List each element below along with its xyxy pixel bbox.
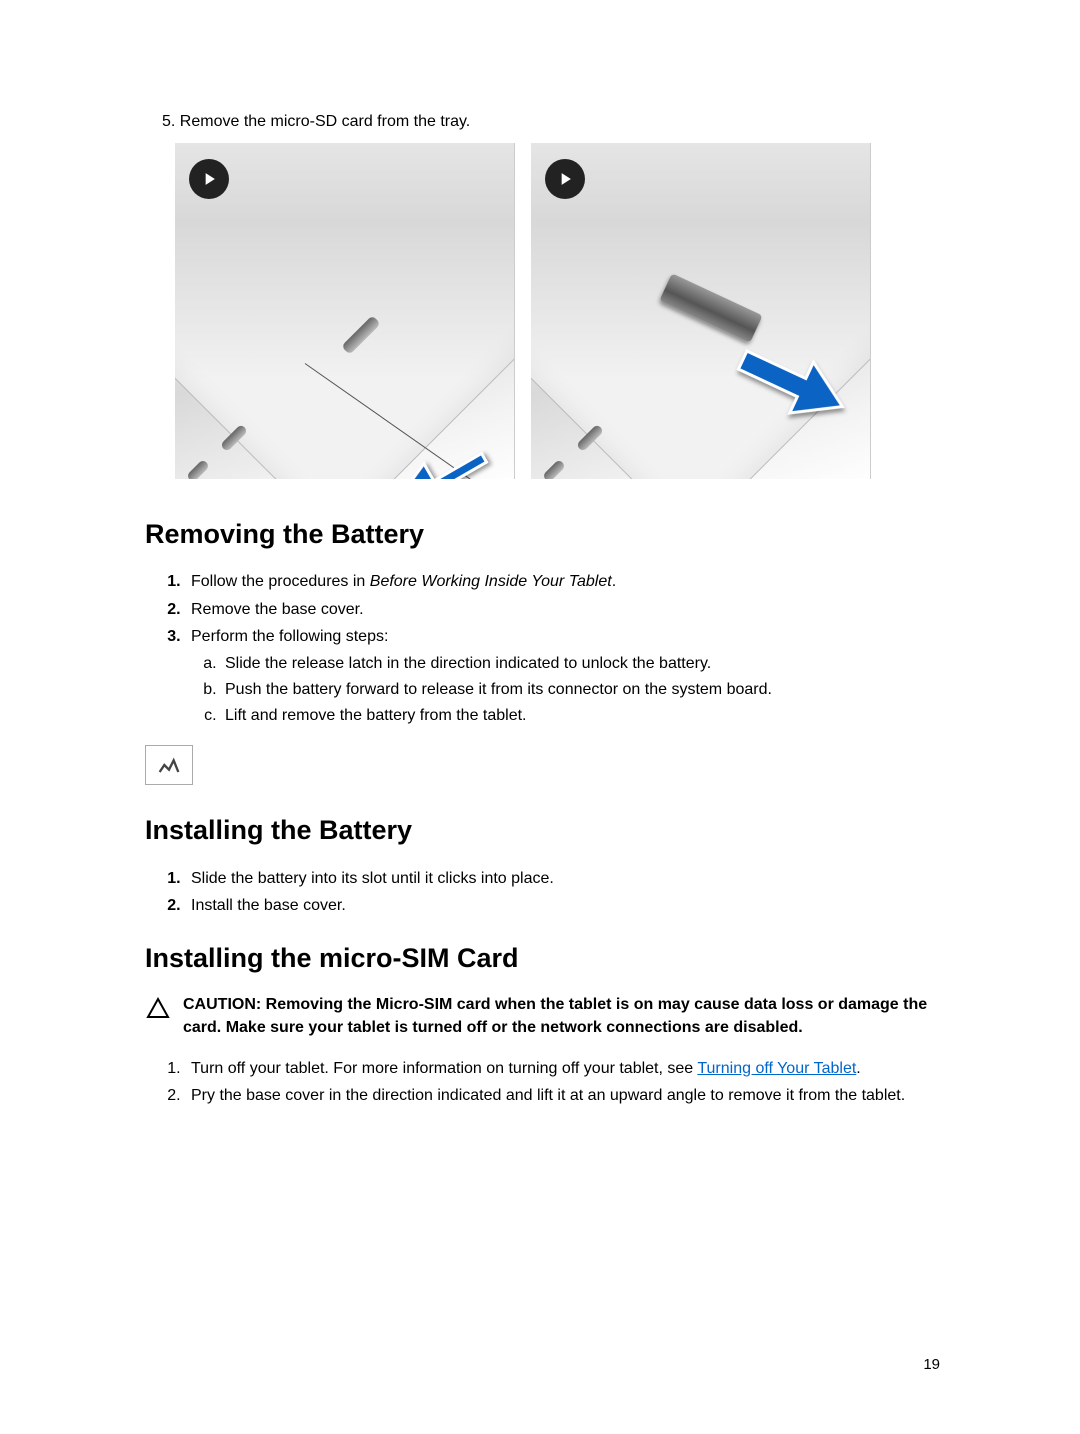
link-turning-off-tablet[interactable]: Turning off Your Tablet bbox=[697, 1060, 856, 1077]
rb-step-2: Remove the base cover. bbox=[185, 598, 940, 621]
sim-step-1: Turn off your tablet. For more informati… bbox=[185, 1057, 940, 1080]
page-number: 19 bbox=[923, 1354, 940, 1376]
rb-step1-prefix: Follow the procedures in bbox=[191, 573, 370, 590]
rb-step3-text: Perform the following steps: bbox=[191, 628, 388, 645]
figure-panel-2 bbox=[531, 143, 871, 479]
sim-step-2: Pry the base cover in the direction indi… bbox=[185, 1084, 940, 1107]
caution-block: CAUTION: Removing the Micro-SIM card whe… bbox=[145, 994, 940, 1039]
heading-removing-battery: Removing the Battery bbox=[145, 515, 940, 554]
figure-panel-1 bbox=[175, 143, 515, 479]
sim-step1-suffix: . bbox=[856, 1060, 860, 1077]
step-badge-2 bbox=[545, 159, 585, 199]
ib-step-2: Install the base cover. bbox=[185, 894, 940, 917]
rb-sub-b: Push the battery forward to release it f… bbox=[221, 678, 940, 701]
rb-sub-a: Slide the release latch in the direction… bbox=[221, 652, 940, 675]
rb-step1-suffix: . bbox=[612, 573, 616, 590]
ib-step-1: Slide the battery into its slot until it… bbox=[185, 867, 940, 890]
installing-battery-steps: Slide the battery into its slot until it… bbox=[167, 867, 940, 917]
rb-step-3: Perform the following steps: Slide the r… bbox=[185, 625, 940, 728]
rb-sub-c: Lift and remove the battery from the tab… bbox=[221, 704, 940, 727]
sim-step1-prefix: Turn off your tablet. For more informati… bbox=[191, 1060, 697, 1077]
step-badge-1 bbox=[189, 159, 229, 199]
step-5-text: 5. Remove the micro-SD card from the tra… bbox=[162, 110, 940, 133]
installing-sim-steps: Turn off your tablet. For more informati… bbox=[167, 1057, 940, 1107]
removing-battery-steps: Follow the procedures in Before Working … bbox=[167, 570, 940, 727]
caution-text: CAUTION: Removing the Micro-SIM card whe… bbox=[183, 994, 940, 1039]
figure-sd-card bbox=[175, 143, 940, 479]
caution-icon bbox=[145, 994, 171, 1027]
rb-step-1: Follow the procedures in Before Working … bbox=[185, 570, 940, 593]
heading-installing-sim: Installing the micro-SIM Card bbox=[145, 939, 940, 978]
thumbnail-placeholder bbox=[145, 745, 193, 785]
rb-step1-italic: Before Working Inside Your Tablet bbox=[370, 573, 612, 590]
heading-installing-battery: Installing the Battery bbox=[145, 811, 940, 850]
rb-substeps: Slide the release latch in the direction… bbox=[205, 652, 940, 728]
